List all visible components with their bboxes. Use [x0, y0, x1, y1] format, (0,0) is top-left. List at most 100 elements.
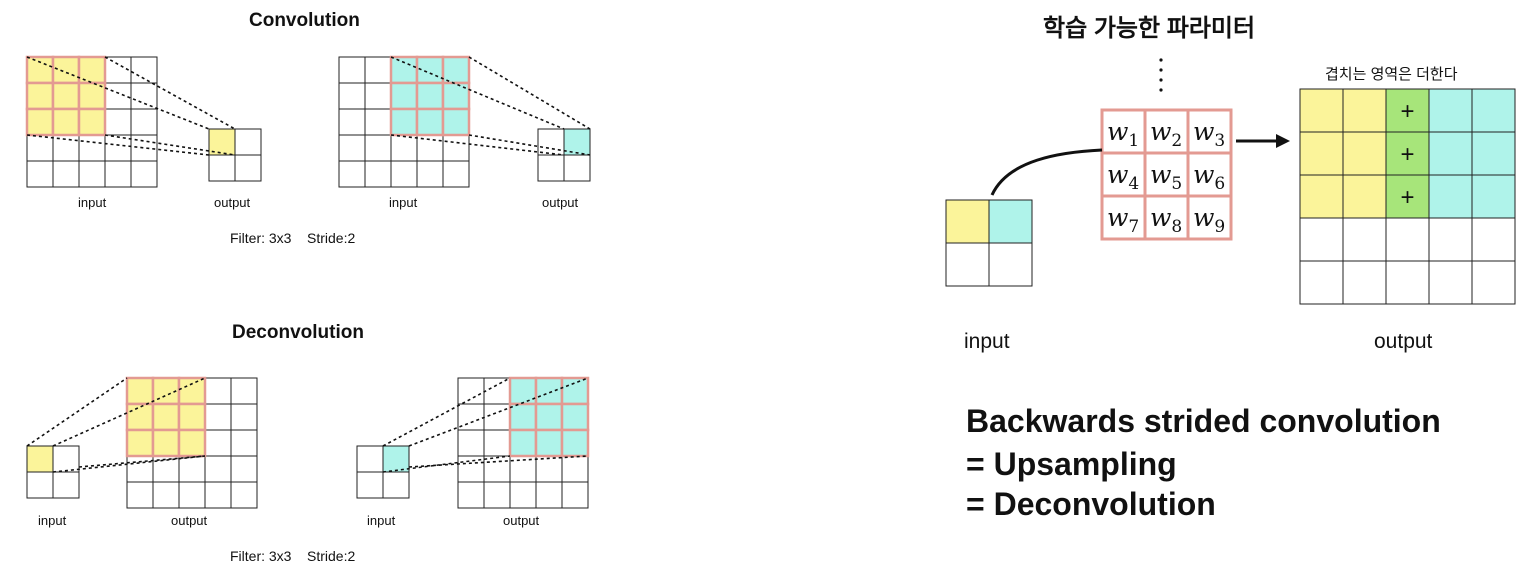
deconv-output-1-cell	[230, 403, 258, 431]
conv-input-1-cell	[130, 160, 158, 188]
conv-output-1-cell	[234, 154, 262, 182]
projection-line	[390, 134, 565, 156]
conv-filter-cyan	[415, 81, 445, 111]
summary-line-2: = Upsampling	[966, 446, 1177, 482]
conv-input-2-cell	[364, 160, 392, 188]
right-output-label: output	[1374, 330, 1433, 353]
plus-sign: +	[1400, 184, 1414, 211]
conv-input-2-cell	[390, 160, 418, 188]
conv-output-label-1: output	[214, 195, 251, 210]
weight-label: w6	[1193, 160, 1225, 194]
deconv-output-1-cell	[204, 377, 232, 405]
weight-label: w2	[1150, 117, 1182, 151]
deconv-filter-cyan	[534, 376, 564, 406]
learnable-params-title: 학습 가능한 파라미터	[1043, 15, 1256, 42]
weight-label: w9	[1193, 203, 1225, 237]
deconv-input-2-cell	[356, 445, 384, 473]
deconv-output-1-cell	[230, 481, 258, 509]
right-output-cell	[1342, 217, 1387, 262]
conv-input-2-cell	[338, 134, 366, 162]
deconv-output-1-cell	[152, 481, 180, 509]
projection-line	[26, 134, 210, 156]
deconv-output-1-cell	[204, 481, 232, 509]
conv-filter-yellow	[51, 81, 81, 111]
right-output-cell	[1342, 131, 1387, 176]
right-input-cell	[988, 242, 1033, 287]
deconv-output-1-cell	[126, 481, 154, 509]
weight-label: w8	[1150, 203, 1182, 237]
conv-input-2-cell	[442, 160, 470, 188]
conv-filter-yellow	[51, 107, 81, 137]
weight-label: w1	[1107, 117, 1139, 151]
deconv-filter-cyan	[560, 428, 590, 458]
conv-input-2-cell	[390, 134, 418, 162]
right-output-cell	[1299, 260, 1344, 305]
deconv-input-label-2: input	[367, 513, 396, 528]
conv-input-1-cell	[104, 108, 132, 136]
deconv-filter-cyan	[508, 428, 538, 458]
projection-line	[382, 377, 511, 447]
right-output-cell	[1299, 217, 1344, 262]
deconv-output-1-cell	[126, 455, 154, 483]
projection-line	[104, 134, 236, 156]
deconv-filter-cyan	[560, 376, 590, 406]
conv-output-1-cell	[208, 128, 236, 156]
weight-label: w7	[1107, 203, 1139, 237]
ellipsis-dot	[1159, 88, 1163, 92]
conv-input-1-cell	[130, 108, 158, 136]
conv-filter-yellow	[77, 107, 107, 137]
deconv-output-2-cell	[483, 377, 511, 405]
deconvolution-title: Deconvolution	[232, 322, 364, 343]
deconv-input-1-cell	[26, 445, 54, 473]
deconv-output-2-cell	[483, 481, 511, 509]
deconv-output-2-cell	[457, 403, 485, 431]
conv-filter-yellow	[25, 107, 55, 137]
projection-line	[468, 56, 591, 130]
conv-input-1-cell	[104, 134, 132, 162]
right-input-cell	[945, 199, 990, 244]
conv-input-label-1: input	[78, 195, 107, 210]
weight-cell	[1186, 151, 1233, 198]
projection-line	[104, 56, 236, 130]
conv-input-1-cell	[78, 160, 106, 188]
conv-input-2-cell	[338, 108, 366, 136]
deconv-input-1-cell	[52, 471, 80, 499]
conv-input-2-cell	[442, 134, 470, 162]
right-output-cell	[1471, 260, 1516, 305]
deconv-output-1-cell	[230, 429, 258, 457]
conv-filter-yellow	[51, 55, 81, 85]
deconv-output-2-cell	[535, 455, 563, 483]
projection-line	[26, 377, 128, 447]
weight-cell	[1186, 194, 1233, 241]
conv-filter-cyan	[441, 81, 471, 111]
projection-line	[26, 56, 210, 130]
deconv-filter-cyan	[534, 402, 564, 432]
right-output-cell	[1385, 131, 1430, 176]
overlap-note: 겹치는 영역은 더한다	[1325, 66, 1458, 83]
conv-output-1-cell	[234, 128, 262, 156]
ellipsis-dot	[1159, 78, 1163, 82]
projection-line	[408, 377, 589, 447]
deconv-input-2-cell	[382, 471, 410, 499]
deconv-output-1-cell	[204, 429, 232, 457]
right-output-cell	[1428, 88, 1473, 133]
deconv-output-2-cell	[483, 429, 511, 457]
deconv-input-1-cell	[52, 445, 80, 473]
right-output-cell	[1342, 260, 1387, 305]
deconv-filter-yellow	[151, 428, 181, 458]
conv-input-2-cell	[416, 160, 444, 188]
conv-output-2-cell	[537, 128, 565, 156]
connector-curve	[990, 148, 1103, 196]
right-input-cell	[945, 242, 990, 287]
summary-line-1: Backwards strided convolution	[966, 403, 1441, 439]
deconv-output-1-cell	[204, 403, 232, 431]
projection-line	[468, 134, 591, 156]
deconv-output-2-cell	[561, 481, 589, 509]
deconv-input-2-cell	[382, 445, 410, 473]
convolution-title: Convolution	[249, 10, 360, 31]
conv-filter-yellow	[25, 55, 55, 85]
deconv-output-label-2: output	[503, 513, 540, 528]
conv-output-1-cell	[208, 154, 236, 182]
plus-sign: +	[1400, 98, 1414, 125]
